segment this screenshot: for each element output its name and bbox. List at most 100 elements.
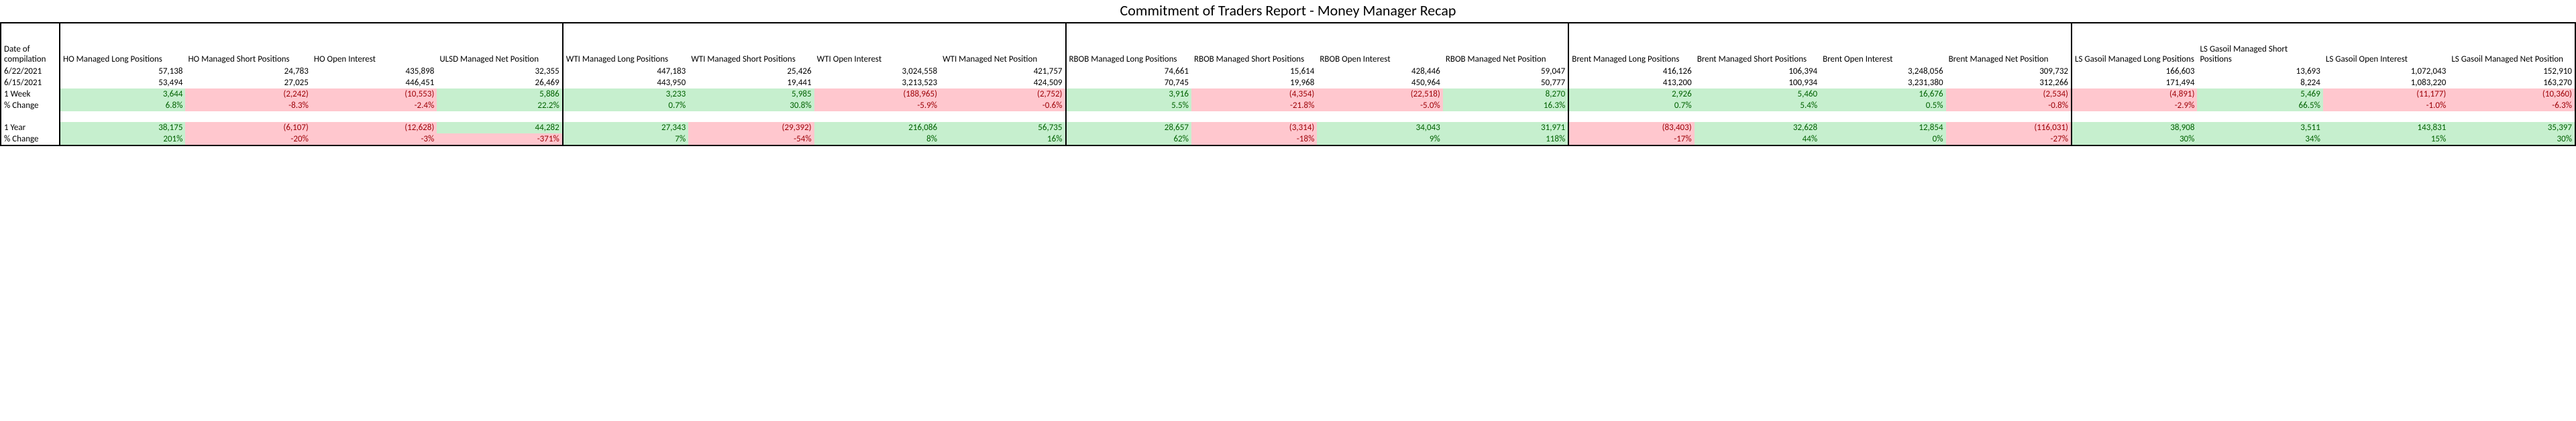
blank-cell — [1317, 111, 1442, 122]
row-label: 6/15/2021 — [1, 77, 60, 88]
table-cell: -6.3% — [2449, 100, 2575, 111]
table-cell: 38,908 — [2072, 122, 2197, 133]
table-cell: (10,553) — [311, 88, 437, 100]
table-cell: 3,248,056 — [1820, 66, 1945, 77]
table-cell: (4,891) — [2072, 88, 2197, 100]
table-cell: 66.5% — [2197, 100, 2322, 111]
table-cell: (83,403) — [1568, 122, 1694, 133]
table-cell: 450,964 — [1317, 77, 1442, 88]
table-cell: 44% — [1695, 133, 1820, 145]
row-label: % Change — [1, 100, 60, 111]
table-cell: 27,343 — [563, 122, 688, 133]
blank-cell — [437, 111, 562, 122]
col-header: ULSD Managed Net Position — [437, 23, 562, 66]
blank-cell — [1443, 111, 1568, 122]
table-cell: -27% — [1946, 133, 2072, 145]
table-cell: 3,213,523 — [814, 77, 940, 88]
blank-cell — [814, 111, 940, 122]
table-cell: -371% — [437, 133, 562, 145]
table-cell: 16.3% — [1443, 100, 1568, 111]
table-cell: 12,854 — [1820, 122, 1945, 133]
col-header: LS Gasoil Managed Long Positions — [2072, 23, 2197, 66]
date-header-label: Date of compilation — [1, 23, 60, 66]
table-cell: 34% — [2197, 133, 2322, 145]
table-cell: -1.0% — [2323, 100, 2449, 111]
table-cell: (3,314) — [1191, 122, 1317, 133]
table-cell: 30% — [2072, 133, 2197, 145]
table-cell: 216,086 — [814, 122, 940, 133]
row-label: 6/22/2021 — [1, 66, 60, 77]
table-cell: 6.8% — [60, 100, 185, 111]
table-cell: -3% — [311, 133, 437, 145]
table-cell: 413,200 — [1568, 77, 1694, 88]
table-cell: 3,231,380 — [1820, 77, 1945, 88]
table-cell: 100,934 — [1695, 77, 1820, 88]
table-cell: 70,745 — [1066, 77, 1191, 88]
table-cell: 32,628 — [1695, 122, 1820, 133]
table-cell: -2.4% — [311, 100, 437, 111]
table-cell: 447,183 — [563, 66, 688, 77]
table-cell: (6,107) — [185, 122, 311, 133]
table-cell: 56,735 — [940, 122, 1065, 133]
row-label: % Change — [1, 133, 60, 145]
col-header: WTI Managed Net Position — [940, 23, 1065, 66]
table-cell: (116,031) — [1946, 122, 2072, 133]
table-cell: 435,898 — [311, 66, 437, 77]
col-header: HO Open Interest — [311, 23, 437, 66]
table-cell: 9% — [1317, 133, 1442, 145]
table-cell: 13,693 — [2197, 66, 2322, 77]
table-cell: 5,460 — [1695, 88, 1820, 100]
table-cell: 443,950 — [563, 77, 688, 88]
report-title: Commitment of Traders Report - Money Man… — [0, 0, 2576, 23]
table-cell: 2,926 — [1568, 88, 1694, 100]
table-cell: 19,441 — [688, 77, 814, 88]
row-label: 1 Week — [1, 88, 60, 100]
table-cell: 28,657 — [1066, 122, 1191, 133]
table-cell: 59,047 — [1443, 66, 1568, 77]
table-cell: 7% — [563, 133, 688, 145]
table-cell: 421,757 — [940, 66, 1065, 77]
col-header: RBOB Open Interest — [1317, 23, 1442, 66]
col-header: LS Gasoil Open Interest — [2323, 23, 2449, 66]
table-cell: -54% — [688, 133, 814, 145]
table-cell: -2.9% — [2072, 100, 2197, 111]
blank-cell — [1, 111, 60, 122]
table-cell: (10,360) — [2449, 88, 2575, 100]
col-header: Brent Open Interest — [1820, 23, 1945, 66]
table-cell: 106,394 — [1695, 66, 1820, 77]
table-cell: 35,397 — [2449, 122, 2575, 133]
table-cell: 3,644 — [60, 88, 185, 100]
table-cell: 416,126 — [1568, 66, 1694, 77]
col-header: LS Gasoil Managed Short Positions — [2197, 23, 2322, 66]
table-cell: (29,392) — [688, 122, 814, 133]
table-cell: (11,177) — [2323, 88, 2449, 100]
col-header: Brent Managed Net Position — [1946, 23, 2072, 66]
blank-cell — [940, 111, 1065, 122]
table-cell: 3,024,558 — [814, 66, 940, 77]
table-cell: 166,603 — [2072, 66, 2197, 77]
table-cell: 15,614 — [1191, 66, 1317, 77]
col-header: RBOB Managed Short Positions — [1191, 23, 1317, 66]
blank-cell — [2072, 111, 2197, 122]
table-cell: 30% — [2449, 133, 2575, 145]
table-cell: 31,971 — [1443, 122, 1568, 133]
table-cell: 5,985 — [688, 88, 814, 100]
table-cell: 0.7% — [1568, 100, 1694, 111]
blank-cell — [688, 111, 814, 122]
table-cell: 15% — [2323, 133, 2449, 145]
col-header: WTI Managed Long Positions — [563, 23, 688, 66]
table-cell: 1,072,043 — [2323, 66, 2449, 77]
table-cell: -8.3% — [185, 100, 311, 111]
table-cell: 163,270 — [2449, 77, 2575, 88]
table-cell: 1,083,220 — [2323, 77, 2449, 88]
table-cell: 38,175 — [60, 122, 185, 133]
table-cell: 3,511 — [2197, 122, 2322, 133]
table-cell: 0.7% — [563, 100, 688, 111]
table-cell: 25,426 — [688, 66, 814, 77]
table-cell: 57,138 — [60, 66, 185, 77]
table-cell: 201% — [60, 133, 185, 145]
table-cell: 16,676 — [1820, 88, 1945, 100]
blank-cell — [2197, 111, 2322, 122]
row-label: 1 Year — [1, 122, 60, 133]
table-cell: 26,469 — [437, 77, 562, 88]
